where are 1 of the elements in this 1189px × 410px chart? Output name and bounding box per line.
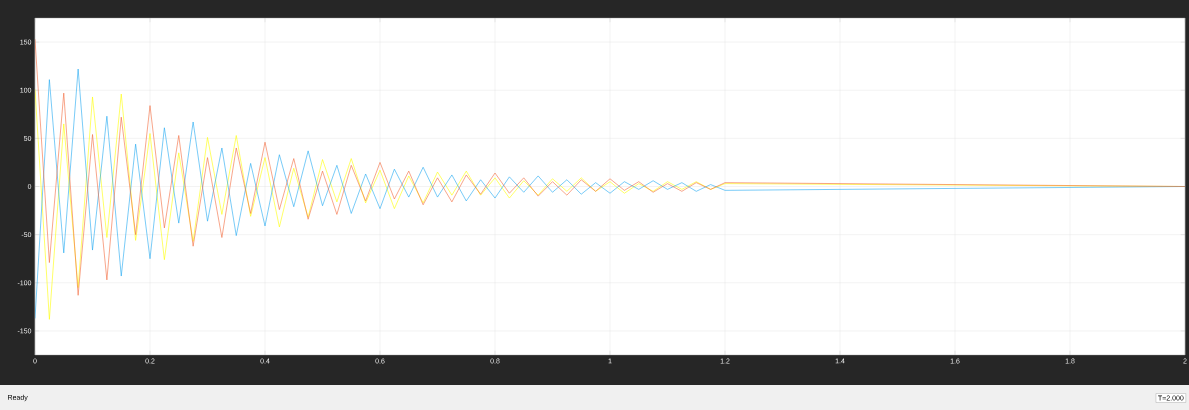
line-series <box>35 38 1186 296</box>
